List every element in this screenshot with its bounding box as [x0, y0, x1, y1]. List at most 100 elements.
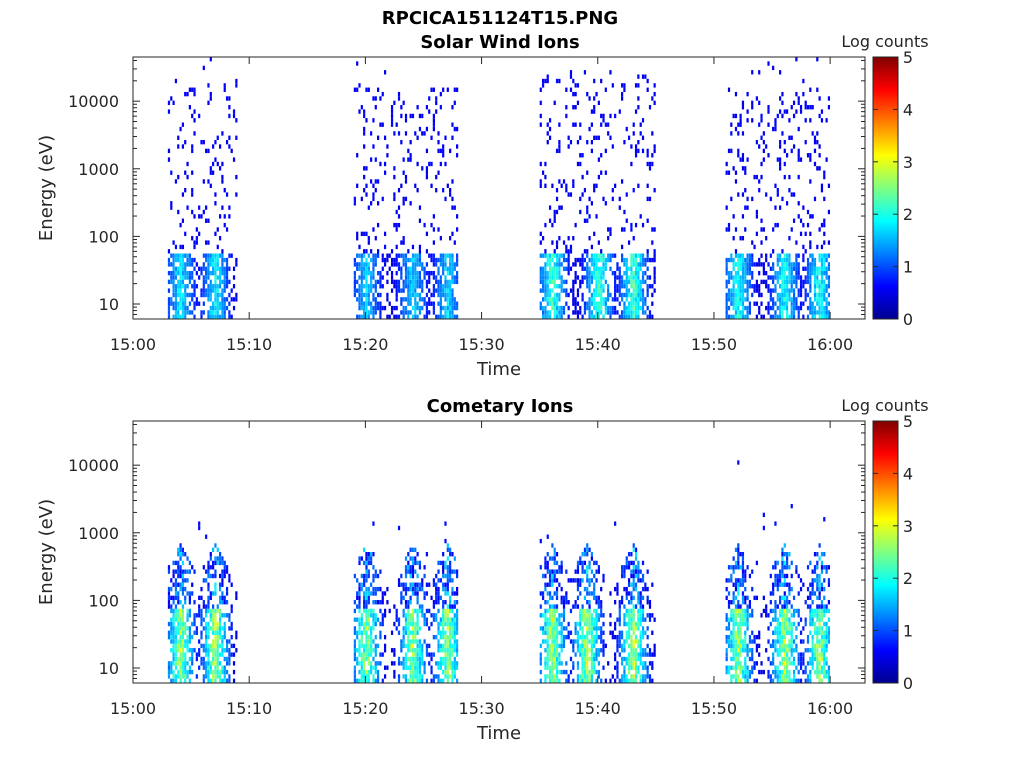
heatmap-cell [221, 179, 224, 184]
heatmap-cell [198, 266, 201, 271]
heatmap-cell [788, 266, 791, 271]
heatmap-cell [400, 297, 403, 302]
heatmap-cell [170, 630, 173, 635]
heatmap-cell [588, 674, 591, 679]
heatmap-cell [453, 301, 456, 306]
heatmap-cell [367, 586, 370, 592]
heatmap-cell [783, 648, 786, 653]
heatmap-cell [218, 582, 222, 587]
heatmap-cell [202, 179, 205, 184]
heatmap-cell [581, 643, 584, 649]
heatmap-cell [788, 279, 791, 285]
heatmap-cell [730, 600, 733, 605]
heatmap-cell [795, 643, 798, 649]
heatmap-cell [191, 310, 194, 315]
heatmap-cell [555, 560, 559, 566]
heatmap-cell [551, 297, 554, 302]
heatmap-cell [730, 643, 733, 649]
heatmap-cell [734, 634, 738, 640]
heatmap-cell [627, 634, 631, 640]
heatmap-cell [179, 301, 182, 306]
heatmap-cell [727, 305, 731, 311]
heatmap-cell [418, 275, 422, 280]
heatmap-cell [630, 678, 633, 683]
heatmap-cell [574, 626, 577, 631]
heatmap-cell [758, 270, 761, 276]
heatmap-cell [179, 314, 182, 319]
heatmap-cell [416, 630, 419, 635]
heatmap-cell [453, 100, 456, 106]
heatmap-cell [363, 547, 366, 552]
heatmap-cell [614, 586, 617, 592]
heatmap-cell [207, 595, 210, 601]
heatmap-cell [179, 674, 182, 679]
heatmap-cell [597, 604, 600, 609]
heatmap-cell [765, 613, 768, 618]
heatmap-cell [453, 643, 456, 649]
heatmap-cell [767, 153, 770, 158]
heatmap-cell [641, 678, 645, 683]
heatmap-cell [590, 639, 593, 644]
heatmap-cell [581, 678, 584, 683]
heatmap-cell [732, 652, 735, 657]
heatmap-cell [223, 257, 226, 263]
heatmap-cell [739, 565, 742, 570]
heatmap-cell [360, 674, 363, 679]
heatmap-cell [442, 153, 445, 158]
heatmap-cell [235, 262, 238, 267]
heatmap-cell [432, 270, 435, 276]
heatmap-cell [783, 148, 786, 154]
heatmap-cell [737, 547, 740, 552]
heatmap-cell [755, 560, 758, 566]
heatmap-cell [804, 105, 807, 110]
heatmap-cell [430, 665, 433, 670]
heatmap-cell [553, 578, 556, 583]
heatmap-cell [646, 595, 649, 601]
heatmap-cell [644, 257, 647, 263]
heatmap-cell [184, 266, 187, 271]
heatmap-cell [184, 669, 187, 675]
heatmap-cell [360, 196, 363, 202]
heatmap-cell [632, 314, 635, 319]
heatmap-cell [428, 608, 431, 614]
heatmap-cell [551, 656, 554, 662]
heatmap-cell [795, 678, 798, 683]
heatmap-cell [558, 297, 561, 302]
heatmap-cell [816, 266, 819, 271]
heatmap-cell [174, 586, 178, 592]
heatmap-cell [590, 621, 593, 627]
heatmap-cell [421, 661, 424, 666]
heatmap-cell [205, 569, 208, 574]
heatmap-cell [225, 275, 229, 280]
heatmap-cell [779, 305, 782, 311]
heatmap-cell [416, 669, 419, 675]
heatmap-cell [621, 565, 624, 570]
heatmap-cell [411, 643, 415, 649]
heatmap-cell [181, 648, 185, 653]
heatmap-cell [186, 578, 189, 583]
heatmap-cell [202, 661, 205, 666]
heatmap-cell [785, 665, 789, 670]
heatmap-cell [572, 179, 575, 184]
heatmap-cell [739, 613, 742, 618]
heatmap-cell [221, 573, 224, 579]
heatmap-cell [562, 595, 566, 601]
heatmap-cell [423, 639, 426, 644]
heatmap-cell [404, 626, 408, 631]
heatmap-cell [228, 113, 231, 119]
heatmap-cell [379, 96, 382, 101]
heatmap-cell [541, 236, 545, 241]
heatmap-cell [209, 648, 212, 653]
heatmap-cell [565, 87, 568, 92]
heatmap-cell [172, 569, 175, 574]
heatmap-cell [739, 621, 742, 627]
heatmap-cell [411, 266, 415, 271]
heatmap-cell [353, 608, 356, 614]
heatmap-cell [379, 314, 382, 319]
heatmap-cell [607, 288, 610, 293]
heatmap-cell [637, 74, 640, 79]
heatmap-cell [198, 113, 201, 119]
heatmap-cell [353, 626, 356, 631]
heatmap-cell [212, 674, 215, 679]
heatmap-cell [193, 257, 196, 263]
